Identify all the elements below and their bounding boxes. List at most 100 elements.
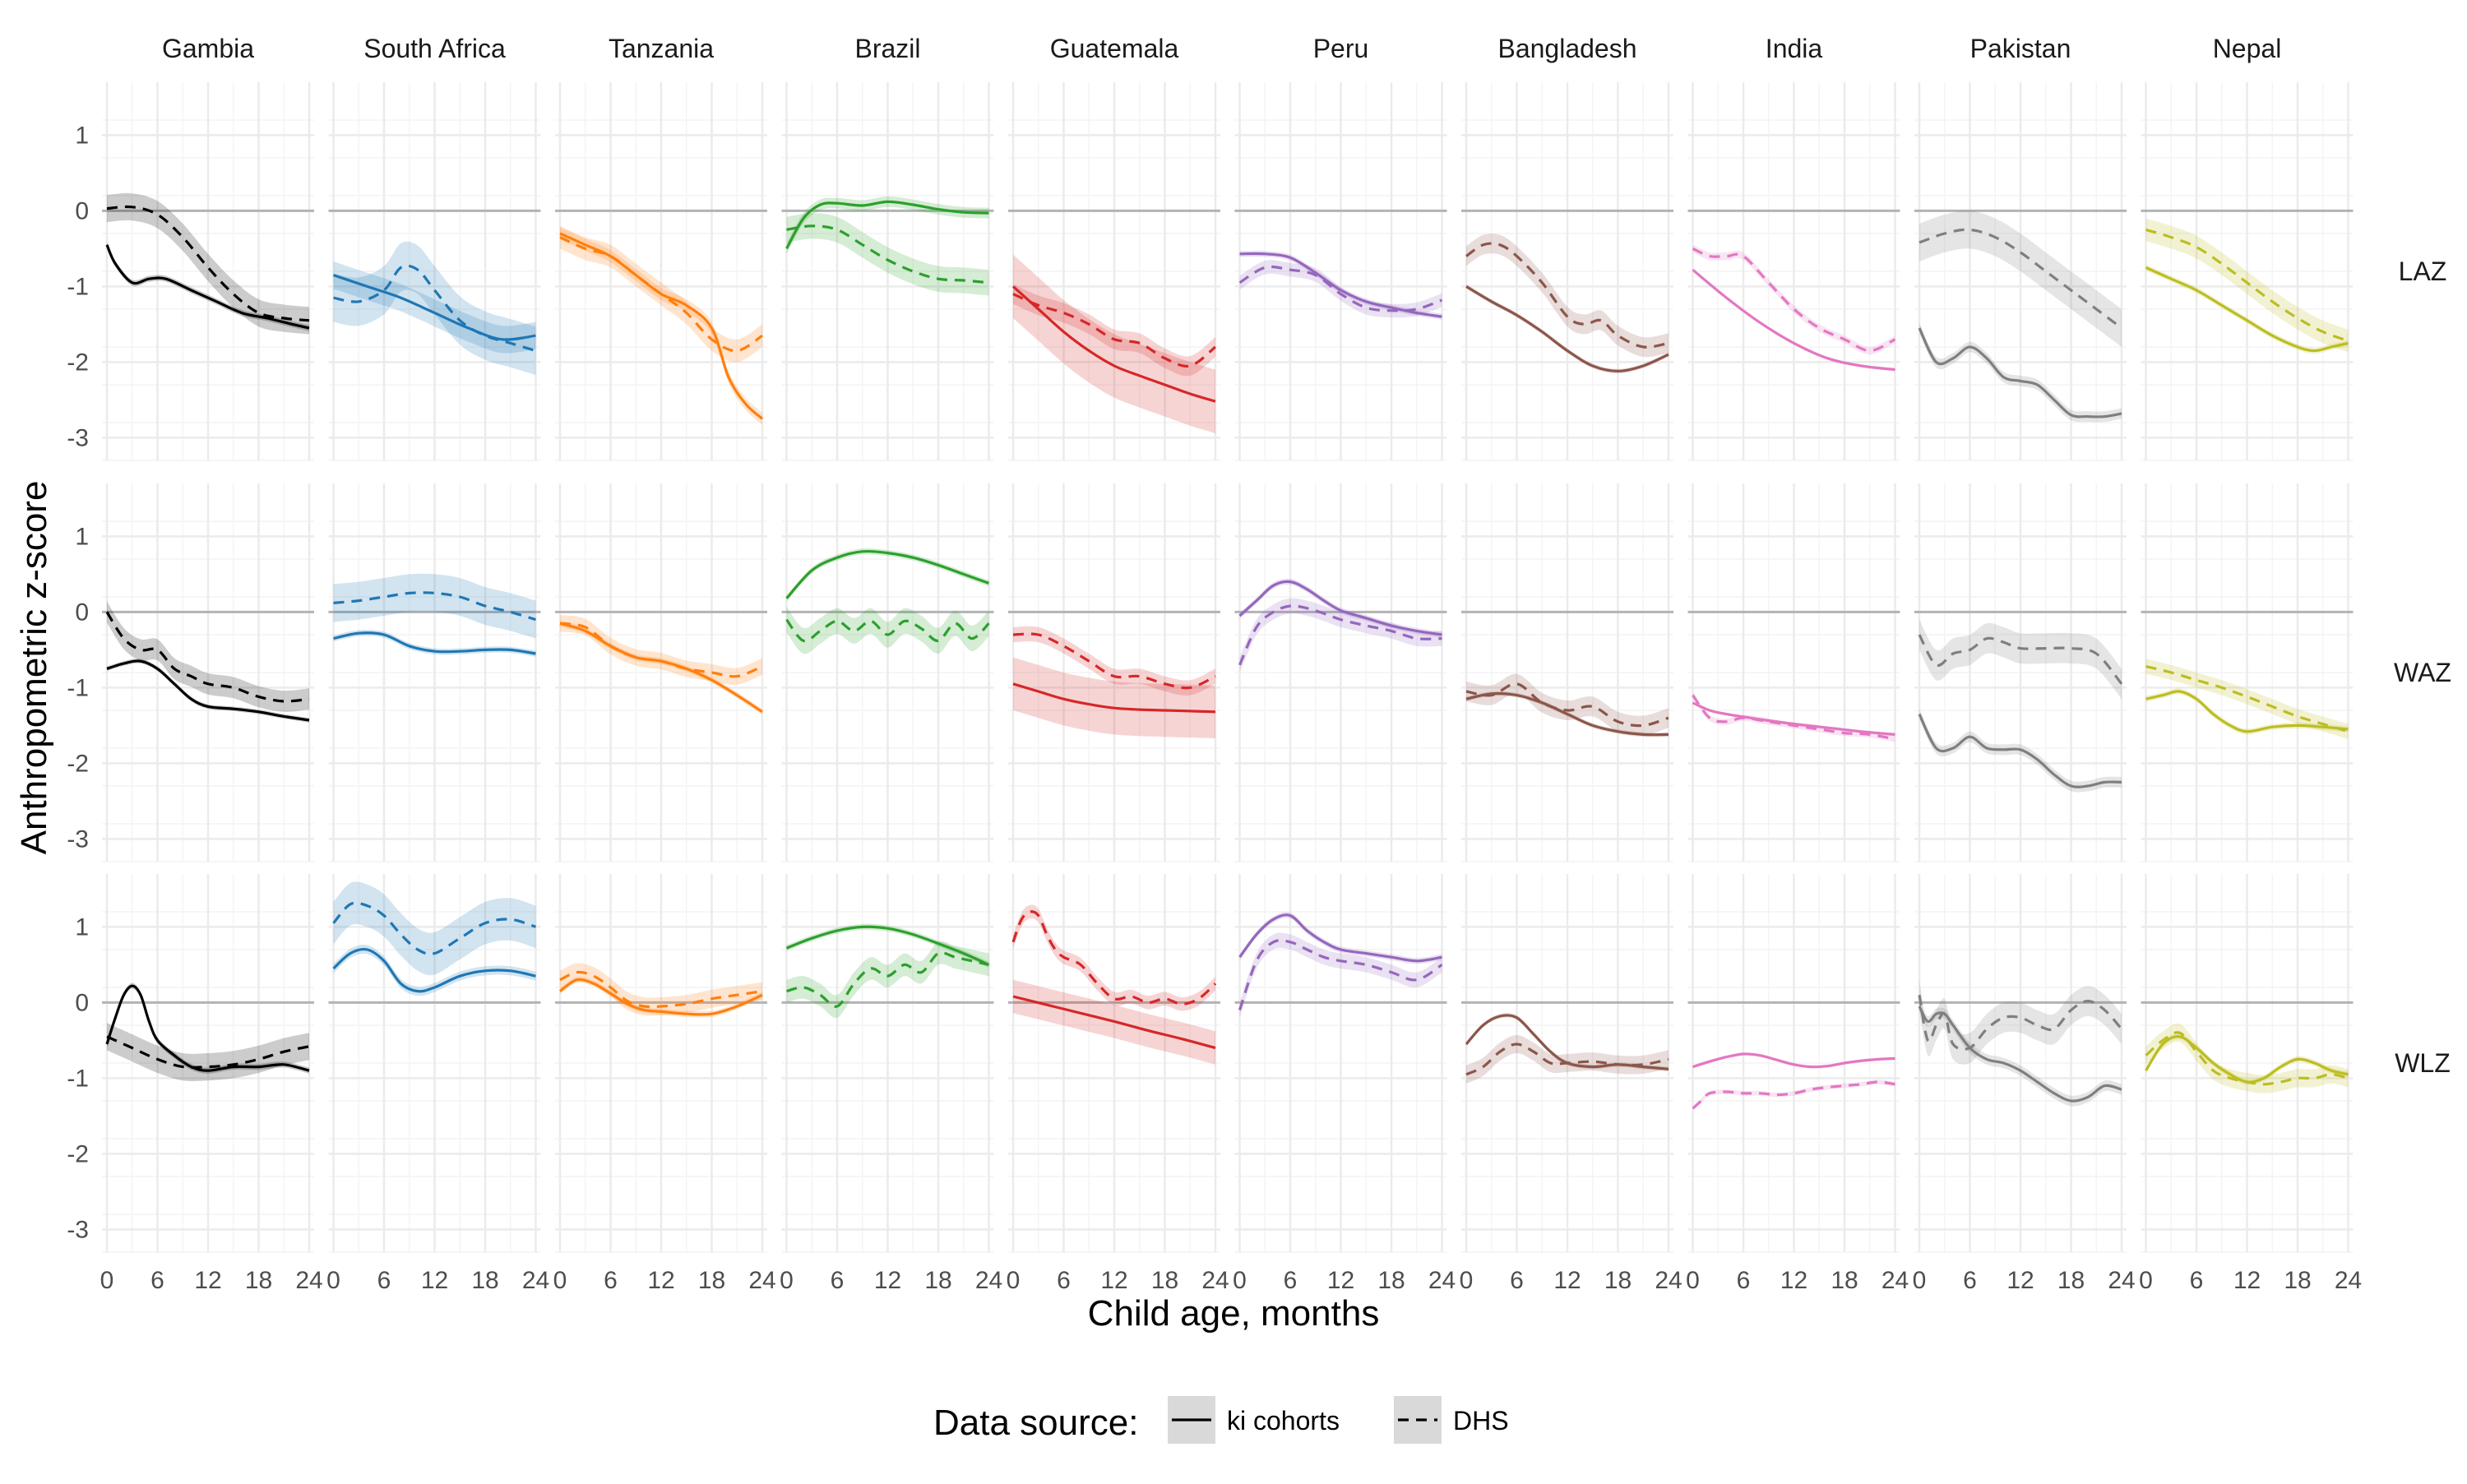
x-tick-label: 12 (874, 1267, 901, 1294)
series-line-ki (105, 244, 310, 330)
strip-label-india: India (1766, 34, 1823, 63)
series-line-dhs (1692, 1080, 1895, 1110)
panel-laz-india (1687, 82, 1900, 461)
x-tick-label: 24 (522, 1267, 549, 1294)
series-line-ki (1465, 285, 1669, 372)
x-tick-label: 0 (1233, 1267, 1247, 1294)
panel-wlz-nepal (2141, 874, 2354, 1253)
series-line-dhs (1012, 293, 1217, 368)
panel-waz-nepal (2141, 483, 2354, 862)
ci-band-dhs (1919, 210, 2122, 347)
strip-label-waz: WAZ (2394, 658, 2451, 687)
x-tick-label: 6 (2190, 1267, 2204, 1294)
x-tick-label: 0 (780, 1267, 794, 1294)
x-tick-label: 18 (698, 1267, 725, 1294)
x-tick-label: 24 (975, 1267, 1002, 1294)
ci-band-dhs (1013, 904, 1215, 1011)
series-line-ki (2145, 1035, 2349, 1084)
panel-waz-guatemala (1008, 483, 1220, 862)
series-line-dhs (1238, 939, 1443, 1011)
series-line-ki (106, 659, 310, 722)
ci-band-dhs (1239, 932, 1442, 1018)
x-tick-label: 6 (1284, 1267, 1298, 1294)
strip-label-wlz: WLZ (2395, 1048, 2451, 1078)
series-line-ki (785, 549, 990, 599)
series-line-dhs (1465, 682, 1669, 728)
x-tick-label: 18 (1377, 1267, 1405, 1294)
series-line-ki (1918, 713, 2122, 788)
series-line-ki (785, 925, 990, 966)
x-tick-label: 6 (377, 1267, 391, 1294)
x-tick-label: 6 (1963, 1267, 1977, 1294)
panel-laz-gambia (102, 82, 314, 461)
x-tick-label: 12 (1100, 1267, 1127, 1294)
legend-label-dhs: DHS (1453, 1406, 1509, 1435)
ci-band-dhs (786, 941, 989, 1019)
ci-band-dhs (1466, 673, 1669, 736)
x-tick-label: 0 (1460, 1267, 1474, 1294)
ci-band-dhs (2145, 1023, 2349, 1093)
series-line-ki (1239, 252, 1442, 318)
panel-wlz-india (1687, 874, 1900, 1253)
strip-label-south-africa: South Africa (363, 34, 506, 63)
ci-band-ki (333, 944, 536, 996)
series-line-ki (559, 622, 763, 714)
y-tick-label: 1 (75, 122, 89, 149)
ci-band-dhs (560, 615, 762, 685)
panel-laz-bangladesh (1461, 82, 1673, 461)
strip-label-nepal: Nepal (2213, 34, 2282, 63)
series-line-ki (1012, 995, 1216, 1050)
y-tick-label: -2 (67, 1140, 89, 1167)
ci-band-ki (1466, 1013, 1669, 1072)
series-line-ki (1918, 1006, 2122, 1103)
x-tick-label: 18 (2284, 1267, 2311, 1294)
ci-band-ki (333, 261, 536, 354)
x-tick-label: 0 (100, 1267, 114, 1294)
ci-band-dhs (333, 881, 536, 976)
series-line-dhs (1919, 228, 2122, 330)
y-tick-label: 0 (75, 197, 89, 224)
panel-laz-brazil (781, 82, 994, 461)
series-line-dhs (786, 224, 989, 284)
strip-label-brazil: Brazil (854, 34, 920, 63)
x-tick-label: 24 (1201, 1267, 1229, 1294)
x-tick-label: 18 (471, 1267, 498, 1294)
panel-wlz-south-africa (328, 874, 541, 1253)
x-tick-label: 0 (1686, 1267, 1700, 1294)
series-line-dhs (786, 951, 989, 1008)
series-line-ki (1692, 1052, 1895, 1069)
panel-wlz-brazil (781, 874, 994, 1253)
y-tick-label: -1 (67, 674, 89, 701)
series-line-dhs (333, 591, 536, 622)
x-tick-label: 12 (421, 1267, 448, 1294)
series-line-dhs (1465, 242, 1669, 349)
series-line-ki (2145, 690, 2349, 733)
x-tick-label: 24 (748, 1267, 775, 1294)
series-line-ki (1012, 682, 1216, 714)
ci-band-dhs (1466, 233, 1669, 358)
x-tick-label: 18 (1604, 1267, 1632, 1294)
x-tick-label: 0 (2139, 1267, 2153, 1294)
panel-wlz-bangladesh (1461, 874, 1673, 1253)
y-tick-label: 0 (75, 989, 89, 1016)
strip-label-bangladesh: Bangladesh (1497, 34, 1636, 63)
ci-band-dhs (2145, 218, 2349, 353)
legend-label-ki-cohorts: ki cohorts (1227, 1406, 1340, 1435)
ci-band-ki (786, 923, 989, 969)
x-tick-label: 0 (326, 1267, 340, 1294)
x-tick-label: 12 (1327, 1267, 1354, 1294)
series-line-dhs (1238, 604, 1442, 666)
series-line-dhs (2145, 228, 2349, 343)
y-tick-label: -1 (67, 273, 89, 300)
series-line-ki (559, 978, 763, 1016)
ci-band-dhs (786, 213, 989, 296)
ci-band-dhs (333, 573, 536, 639)
series-line-dhs (1465, 1042, 1669, 1076)
ci-band-dhs (107, 192, 309, 335)
series-line-dhs (1011, 910, 1217, 1006)
strip-label-laz: LAZ (2399, 257, 2447, 286)
ci-band-ki (1013, 254, 1215, 433)
panel-waz-india (1687, 483, 1900, 862)
x-tick-label: 6 (1737, 1267, 1751, 1294)
